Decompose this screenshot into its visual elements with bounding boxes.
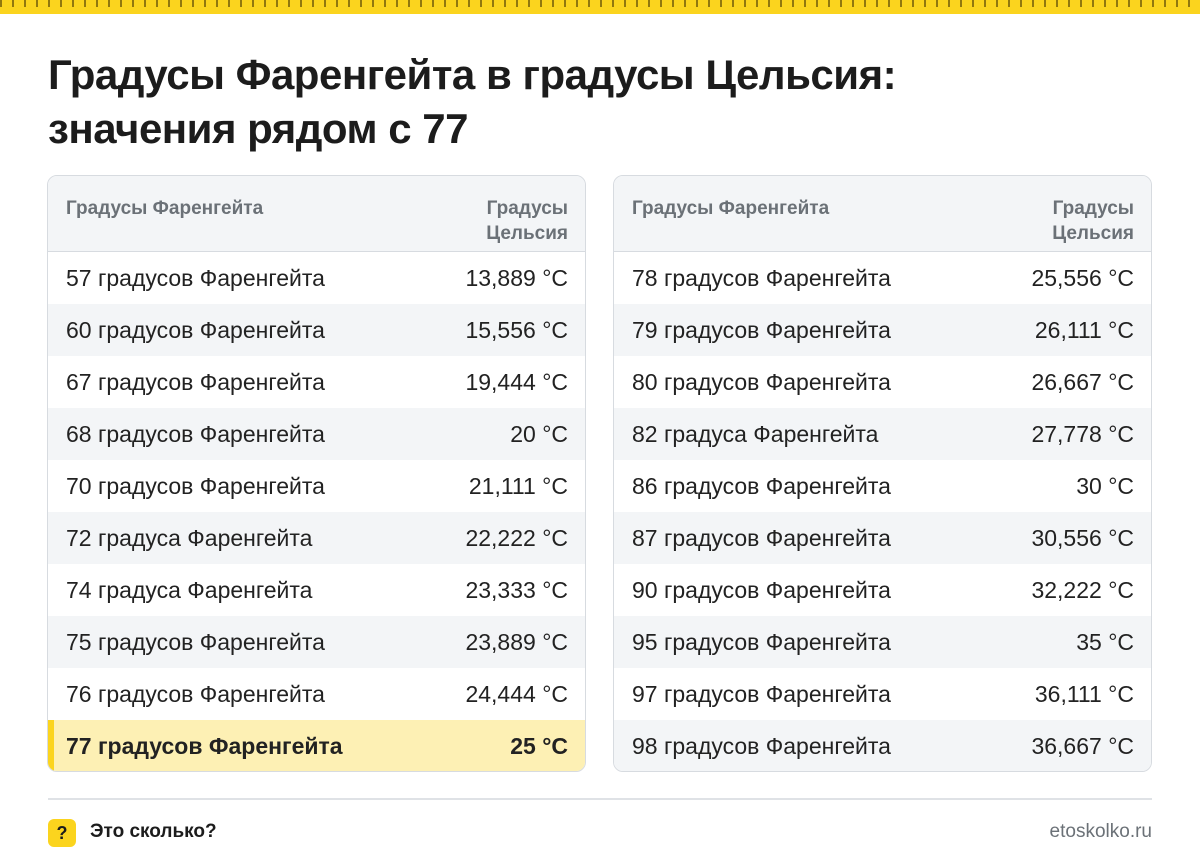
- table-row-highlighted: 77 градусов Фаренгейта 25 °C: [48, 720, 585, 771]
- table-row: 80 градусов Фаренгейта 26,667 °C: [614, 356, 1151, 408]
- ruler-top-border: [0, 0, 1200, 14]
- header-celsius: Градусы Цельсия: [1024, 196, 1134, 251]
- celsius-cell: 15,556 °C: [465, 316, 568, 343]
- fahrenheit-cell: 80 градусов Фаренгейта: [632, 368, 891, 395]
- celsius-cell: 13,889 °C: [465, 264, 568, 291]
- brand-name[interactable]: Это сколько?: [90, 821, 217, 842]
- header-celsius-line2: Цельсия: [1052, 223, 1134, 244]
- table-row: 67 градусов Фаренгейта 19,444 °C: [48, 356, 585, 408]
- celsius-cell: 22,222 °C: [465, 524, 568, 551]
- table-row: 60 градусов Фаренгейта 15,556 °C: [48, 304, 585, 356]
- fahrenheit-cell: 57 градусов Фаренгейта: [66, 264, 325, 291]
- table-row: 76 градусов Фаренгейта 24,444 °C: [48, 668, 585, 720]
- fahrenheit-cell: 82 градуса Фаренгейта: [632, 420, 879, 447]
- celsius-cell: 21,111 °C: [468, 472, 568, 499]
- fahrenheit-cell: 98 градусов Фаренгейта: [632, 732, 891, 759]
- celsius-cell: 30,556 °C: [1031, 524, 1134, 551]
- celsius-cell: 25,556 °C: [1031, 264, 1134, 291]
- conversion-table-right: Градусы Фаренгейта Градусы Цельсия 78 гр…: [613, 175, 1152, 772]
- celsius-cell: 20 °C: [510, 420, 568, 447]
- celsius-cell: 25 °C: [510, 732, 568, 759]
- site-url-link[interactable]: etoskolko.ru: [1049, 821, 1152, 842]
- fahrenheit-cell: 60 градусов Фаренгейта: [66, 316, 325, 343]
- fahrenheit-cell: 86 градусов Фаренгейта: [632, 472, 891, 499]
- fahrenheit-cell: 78 градусов Фаренгейта: [632, 264, 891, 291]
- fahrenheit-cell: 74 градуса Фаренгейта: [66, 576, 313, 603]
- fahrenheit-cell: 70 градусов Фаренгейта: [66, 472, 325, 499]
- page-title: Градусы Фаренгейта в градусы Цельсия: зн…: [48, 48, 1148, 156]
- table-row: 70 градусов Фаренгейта 21,111 °C: [48, 460, 585, 512]
- page-title-line2: значения рядом с 77: [48, 105, 469, 152]
- fahrenheit-cell: 67 градусов Фаренгейта: [66, 368, 325, 395]
- celsius-cell: 23,333 °C: [465, 576, 568, 603]
- fahrenheit-cell: 77 градусов Фаренгейта: [66, 732, 343, 759]
- celsius-cell: 30 °C: [1076, 472, 1134, 499]
- celsius-cell: 26,111 °C: [1034, 316, 1134, 343]
- table-header: Градусы Фаренгейта Градусы Цельсия: [614, 176, 1151, 252]
- table-row: 90 градусов Фаренгейта 32,222 °C: [614, 564, 1151, 616]
- table-row: 72 градуса Фаренгейта 22,222 °C: [48, 512, 585, 564]
- table-row: 97 градусов Фаренгейта 36,111 °C: [614, 668, 1151, 720]
- table-row: 82 градуса Фаренгейта 27,778 °C: [614, 408, 1151, 460]
- fahrenheit-cell: 76 градусов Фаренгейта: [66, 680, 325, 707]
- celsius-cell: 27,778 °C: [1031, 420, 1134, 447]
- header-fahrenheit: Градусы Фаренгейта: [632, 198, 830, 219]
- celsius-cell: 36,667 °C: [1031, 732, 1134, 759]
- header-celsius: Градусы Цельсия: [458, 196, 568, 251]
- fahrenheit-cell: 87 градусов Фаренгейта: [632, 524, 891, 551]
- fahrenheit-cell: 95 градусов Фаренгейта: [632, 628, 891, 655]
- table-header: Градусы Фаренгейта Градусы Цельсия: [48, 176, 585, 252]
- table-row: 86 градусов Фаренгейта 30 °C: [614, 460, 1151, 512]
- table-row: 79 градусов Фаренгейта 26,111 °C: [614, 304, 1151, 356]
- header-celsius-line1: Градусы: [486, 198, 568, 219]
- table-row: 74 градуса Фаренгейта 23,333 °C: [48, 564, 585, 616]
- fahrenheit-cell: 68 градусов Фаренгейта: [66, 420, 325, 447]
- footer-divider: [48, 798, 1152, 800]
- conversion-table-left: Градусы Фаренгейта Градусы Цельсия 57 гр…: [47, 175, 586, 772]
- table-row: 87 градусов Фаренгейта 30,556 °C: [614, 512, 1151, 564]
- table-row: 78 градусов Фаренгейта 25,556 °C: [614, 252, 1151, 304]
- header-celsius-line2: Цельсия: [486, 223, 568, 244]
- table-row: 68 градусов Фаренгейта 20 °C: [48, 408, 585, 460]
- header-celsius-line1: Градусы: [1052, 198, 1134, 219]
- table-row: 75 градусов Фаренгейта 23,889 °C: [48, 616, 585, 668]
- celsius-cell: 24,444 °C: [465, 680, 568, 707]
- celsius-cell: 32,222 °C: [1031, 576, 1134, 603]
- fahrenheit-cell: 72 градуса Фаренгейта: [66, 524, 313, 551]
- celsius-cell: 36,111 °C: [1034, 680, 1134, 707]
- fahrenheit-cell: 97 градусов Фаренгейта: [632, 680, 891, 707]
- celsius-cell: 23,889 °C: [465, 628, 568, 655]
- page-title-line1: Градусы Фаренгейта в градусы Цельсия:: [48, 51, 897, 98]
- celsius-cell: 35 °C: [1076, 628, 1134, 655]
- fahrenheit-cell: 79 градусов Фаренгейта: [632, 316, 891, 343]
- fahrenheit-cell: 90 градусов Фаренгейта: [632, 576, 891, 603]
- header-fahrenheit: Градусы Фаренгейта: [66, 198, 264, 219]
- fahrenheit-cell: 75 градусов Фаренгейта: [66, 628, 325, 655]
- table-row: 57 градусов Фаренгейта 13,889 °C: [48, 252, 585, 304]
- table-row: 98 градусов Фаренгейта 36,667 °C: [614, 720, 1151, 771]
- table-row: 95 градусов Фаренгейта 35 °C: [614, 616, 1151, 668]
- question-mark-icon: ?: [48, 819, 76, 847]
- celsius-cell: 19,444 °C: [465, 368, 568, 395]
- celsius-cell: 26,667 °C: [1031, 368, 1134, 395]
